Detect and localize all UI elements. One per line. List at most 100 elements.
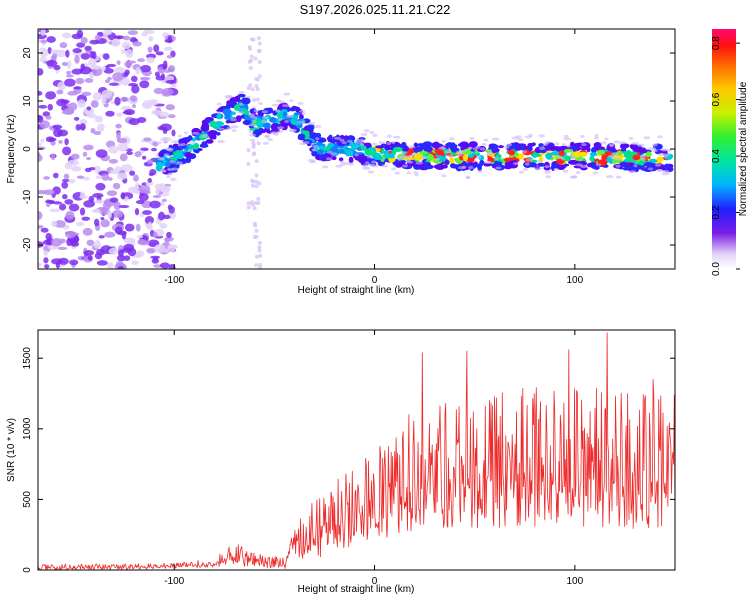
heatmap-cell (423, 163, 429, 170)
heatmap-cell (608, 143, 615, 147)
heatmap-cell (621, 143, 630, 149)
heatmap-cell (257, 41, 262, 46)
heatmap-cell (114, 165, 122, 172)
heatmap-cell (129, 170, 136, 176)
heatmap-cell (307, 158, 316, 162)
heatmap-cell (77, 99, 86, 108)
heatmap-cell (64, 78, 76, 87)
heatmap-cell (517, 138, 524, 142)
heatmap-cell (252, 119, 257, 123)
heatmap-cell (48, 137, 57, 142)
heatmap-cell (94, 34, 101, 41)
heatmap-cell (316, 149, 325, 155)
heatmap-cell (278, 117, 283, 121)
heatmap-cell (518, 170, 524, 174)
heatmap-cell (57, 246, 68, 251)
heatmap-cell (164, 39, 173, 43)
heatmap-cell (65, 49, 70, 58)
heatmap-cell (575, 171, 581, 175)
heatmap-cell (487, 151, 493, 155)
heatmap-cell (159, 222, 168, 229)
heatmap-cell (135, 223, 141, 232)
heatmap-cell (246, 205, 251, 210)
heatmap-cell (313, 124, 322, 128)
heatmap-cell (205, 139, 214, 144)
heatmap-cell (171, 167, 179, 171)
heatmap-cell (148, 35, 154, 42)
heatmap-cells (38, 29, 674, 269)
heatmap-cell (250, 178, 255, 183)
heatmap-cell (271, 103, 280, 107)
heatmap-cell (382, 150, 390, 155)
x-tick-label: 0 (372, 275, 378, 286)
heatmap-cell (83, 144, 94, 151)
heatmap-cell (258, 253, 263, 258)
heatmap-cell (116, 131, 121, 141)
heatmap-cell (666, 148, 673, 152)
heatmap-cell (131, 104, 137, 108)
heatmap-cell (50, 153, 56, 161)
heatmap-cell (398, 155, 406, 159)
heatmap-cell (116, 60, 121, 65)
heatmap-cell (553, 167, 559, 171)
heatmap-cell (311, 150, 318, 157)
y-tick-label: -20 (22, 237, 33, 252)
heatmap-cell (651, 143, 658, 147)
heatmap-cell (115, 123, 122, 129)
heatmap-cell (164, 161, 171, 168)
heatmap-cell (250, 183, 255, 188)
heatmap-cell (95, 182, 106, 191)
heatmap-cell (149, 200, 161, 209)
heatmap-cell (545, 152, 553, 160)
heatmap-cell (111, 38, 121, 47)
heatmap-cell (256, 196, 261, 201)
heatmap-cell (84, 167, 92, 173)
heatmap-xlabel: Height of straight line (km) (298, 285, 415, 296)
heatmap-cell (164, 75, 175, 82)
heatmap-cell (108, 158, 119, 164)
heatmap-cell (264, 134, 271, 138)
heatmap-cell (119, 153, 128, 162)
heatmap-cell (640, 157, 647, 161)
heatmap-cell (141, 155, 147, 160)
heatmap-cell (258, 262, 263, 267)
heatmap-cell (103, 68, 114, 74)
x-tick-label: 100 (566, 275, 583, 286)
heatmap-cell (613, 140, 619, 144)
colorbar-tick-label: 0.0 (711, 262, 722, 276)
heatmap-cell (595, 163, 602, 167)
heatmap-cell (302, 141, 310, 145)
heatmap-cell (622, 166, 630, 171)
heatmap-cell (73, 116, 80, 121)
heatmap-cell (580, 165, 589, 169)
heatmap-cell (434, 157, 441, 161)
heatmap-cell (82, 151, 88, 157)
heatmap-cell (135, 250, 145, 258)
snr-background (38, 330, 675, 570)
heatmap-cell (323, 146, 330, 151)
heatmap-cell (56, 89, 64, 95)
heatmap-cell (75, 77, 85, 85)
heatmap-cell (139, 80, 150, 89)
heatmap-cell (123, 243, 135, 251)
heatmap-cell (43, 189, 56, 196)
heatmap-cell (391, 140, 396, 144)
heatmap-cell (58, 139, 63, 144)
heatmap-cell (378, 141, 385, 145)
heatmap-cell (594, 134, 599, 138)
heatmap-cell (563, 148, 574, 153)
heatmap-cell (85, 50, 91, 54)
heatmap-cell (406, 171, 411, 175)
heatmap-cell (143, 137, 152, 142)
heatmap-cell (123, 35, 131, 41)
heatmap-cell (120, 97, 129, 102)
heatmap-cell (80, 63, 86, 71)
heatmap-cell (257, 59, 262, 64)
heatmap-cell (333, 136, 342, 140)
heatmap-cell (254, 179, 259, 184)
heatmap-cell (493, 160, 500, 167)
heatmap-cell (465, 176, 471, 180)
heatmap-cell (56, 98, 68, 107)
heatmap-cell (117, 266, 124, 269)
